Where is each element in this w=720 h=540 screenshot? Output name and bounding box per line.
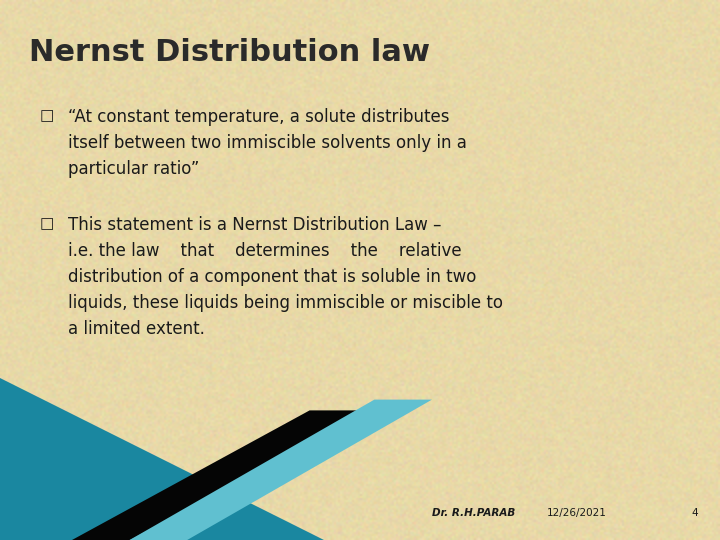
Polygon shape — [130, 400, 432, 540]
Text: 12/26/2021: 12/26/2021 — [547, 508, 607, 518]
Text: “At constant temperature, a solute distributes: “At constant temperature, a solute distr… — [68, 108, 450, 126]
Text: □: □ — [40, 216, 54, 231]
Text: distribution of a component that is soluble in two: distribution of a component that is solu… — [68, 268, 477, 286]
Text: Nernst Distribution law: Nernst Distribution law — [29, 38, 430, 67]
Text: a limited extent.: a limited extent. — [68, 320, 205, 338]
Text: This statement is a Nernst Distribution Law –: This statement is a Nernst Distribution … — [68, 216, 442, 234]
Text: 4: 4 — [691, 508, 698, 518]
Polygon shape — [72, 410, 374, 540]
Text: Dr. R.H.PARAB: Dr. R.H.PARAB — [432, 508, 516, 518]
Text: i.e. the law    that    determines    the    relative: i.e. the law that determines the relativ… — [68, 242, 462, 260]
Text: particular ratio”: particular ratio” — [68, 160, 199, 178]
Polygon shape — [0, 378, 324, 540]
Text: □: □ — [40, 108, 54, 123]
Text: itself between two immiscible solvents only in a: itself between two immiscible solvents o… — [68, 134, 467, 152]
Text: liquids, these liquids being immiscible or miscible to: liquids, these liquids being immiscible … — [68, 294, 503, 312]
